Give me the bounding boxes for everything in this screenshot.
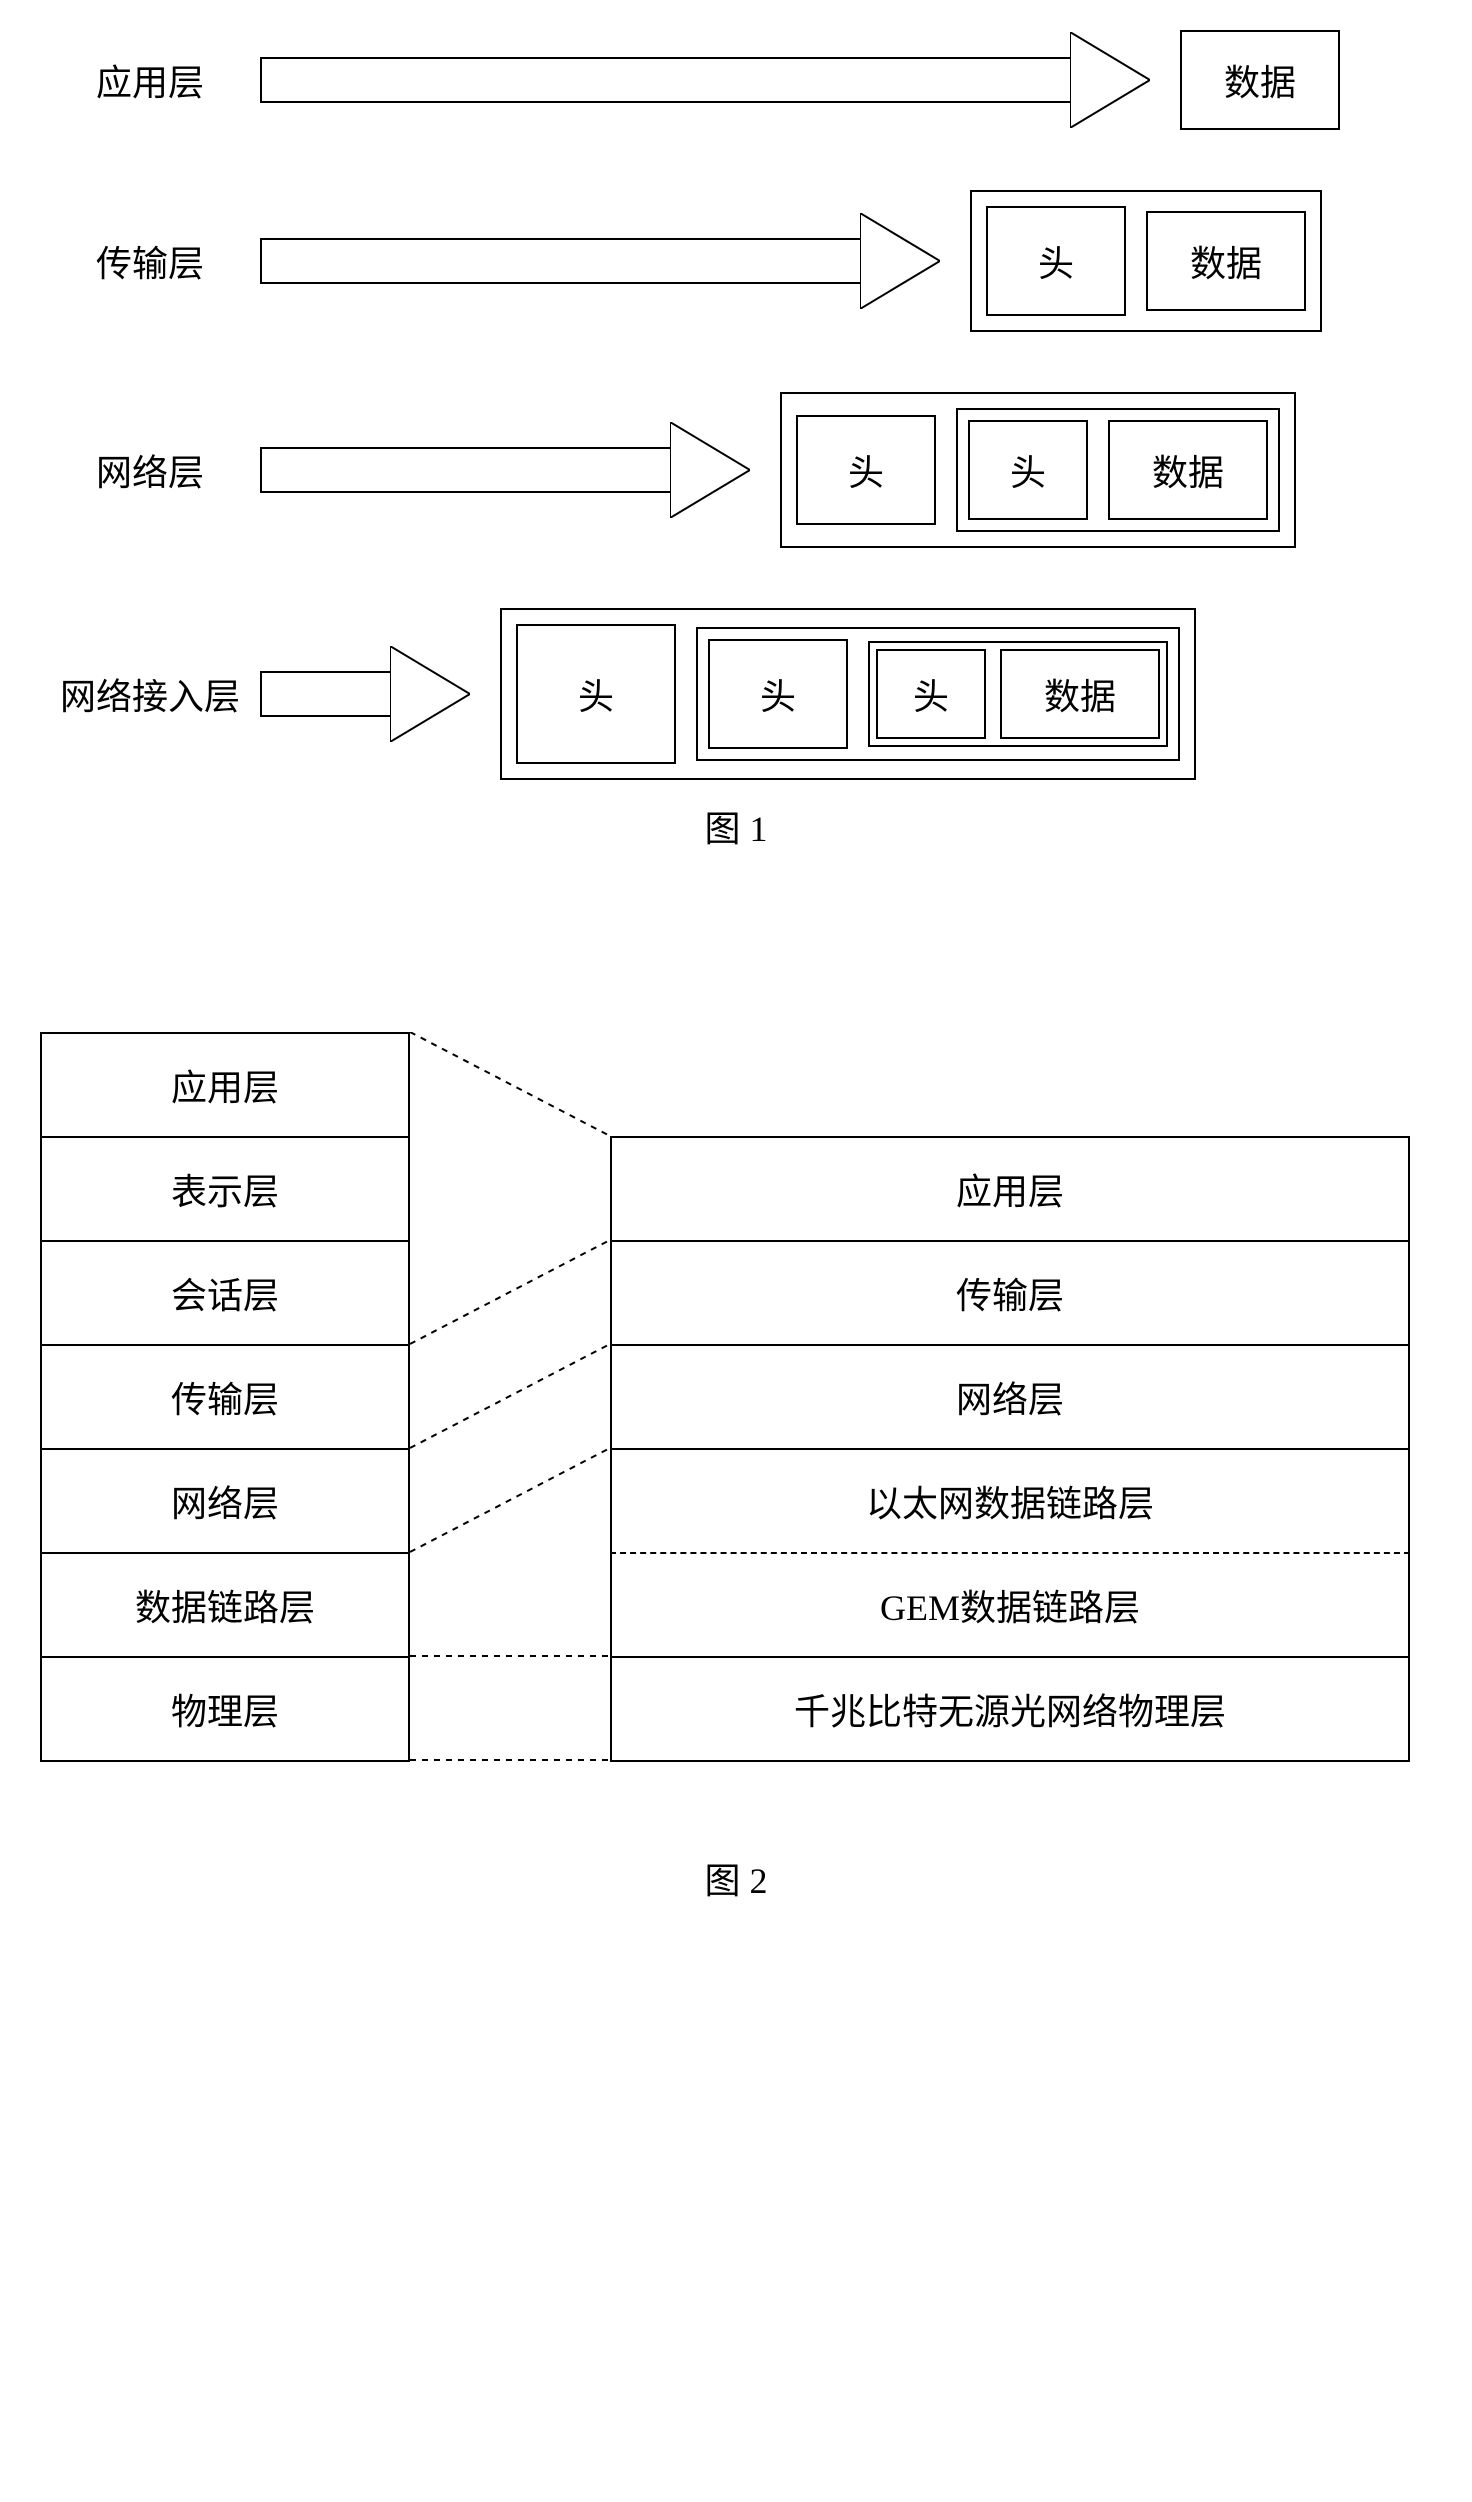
osi-stack: 应用层 表示层 会话层 传输层 网络层 数据链路层 物理层	[40, 1032, 410, 1762]
cell-data: 数据	[1000, 649, 1160, 739]
fig1-row-application: 应用层 数据	[40, 30, 1432, 130]
packet-inner: 头 数据	[956, 408, 1280, 532]
arrow-shaft	[260, 57, 1070, 103]
arrow	[260, 32, 1150, 128]
osi-row: 表示层	[40, 1138, 410, 1242]
cell-data: 数据	[1146, 211, 1306, 311]
layer-label: 应用层	[40, 54, 260, 106]
osi-row: 物理层	[40, 1658, 410, 1762]
fig1-caption: 图 1	[40, 800, 1432, 852]
fig1-row-transport: 传输层 头 数据	[40, 190, 1432, 332]
arrow	[260, 646, 470, 742]
cell-data: 数据	[1180, 30, 1340, 130]
arrow	[260, 213, 940, 309]
layer-label: 网络层	[40, 444, 260, 496]
fig1-row-access: 网络接入层 头 头 头 数据	[40, 608, 1432, 780]
osi-row: 传输层	[40, 1346, 410, 1450]
fig2-caption: 图 2	[40, 1852, 1432, 1904]
cell-head: 头	[986, 206, 1126, 316]
gpon-row: GEM数据链路层	[610, 1554, 1410, 1658]
cell-head: 头	[968, 420, 1088, 520]
cell-data: 数据	[1108, 420, 1268, 520]
gpon-row: 以太网数据链路层	[610, 1450, 1410, 1554]
osi-row: 应用层	[40, 1034, 410, 1138]
arrow-head-icon	[860, 213, 940, 309]
layer-label: 传输层	[40, 235, 260, 287]
cell-head: 头	[796, 415, 936, 525]
figure-2: 应用层 表示层 会话层 传输层 网络层 数据链路层 物理层 应用层 传输层 网络…	[40, 1032, 1432, 1762]
arrow	[260, 422, 750, 518]
packet-network: 头 头 数据	[780, 392, 1296, 548]
osi-row: 会话层	[40, 1242, 410, 1346]
gpon-row: 网络层	[610, 1346, 1410, 1450]
gpon-row: 传输层	[610, 1242, 1410, 1346]
arrow-shaft	[260, 671, 390, 717]
gpon-row: 千兆比特无源光网络物理层	[610, 1658, 1410, 1762]
arrow-head-icon	[1070, 32, 1150, 128]
layer-label: 网络接入层	[40, 668, 260, 720]
cell-head: 头	[516, 624, 676, 764]
cell-head: 头	[708, 639, 848, 749]
gpon-stack: 应用层 传输层 网络层 以太网数据链路层 GEM数据链路层 千兆比特无源光网络物…	[610, 1136, 1410, 1762]
arrow-shaft	[260, 238, 860, 284]
figure-1: 应用层 数据 传输层 头 数据 网络层 头 头 数据	[40, 30, 1432, 852]
osi-row: 网络层	[40, 1450, 410, 1554]
packet-access: 头 头 头 数据	[500, 608, 1196, 780]
connector-lines	[410, 1032, 610, 1762]
packet-inner: 头 头 数据	[696, 627, 1180, 761]
gpon-row: 应用层	[610, 1138, 1410, 1242]
packet-transport: 头 数据	[970, 190, 1322, 332]
packet-inner: 头 数据	[868, 641, 1168, 747]
arrow-shaft	[260, 447, 670, 493]
fig1-row-network: 网络层 头 头 数据	[40, 392, 1432, 548]
osi-row: 数据链路层	[40, 1554, 410, 1658]
arrow-head-icon	[670, 422, 750, 518]
cell-head: 头	[876, 649, 986, 739]
arrow-head-icon	[390, 646, 470, 742]
